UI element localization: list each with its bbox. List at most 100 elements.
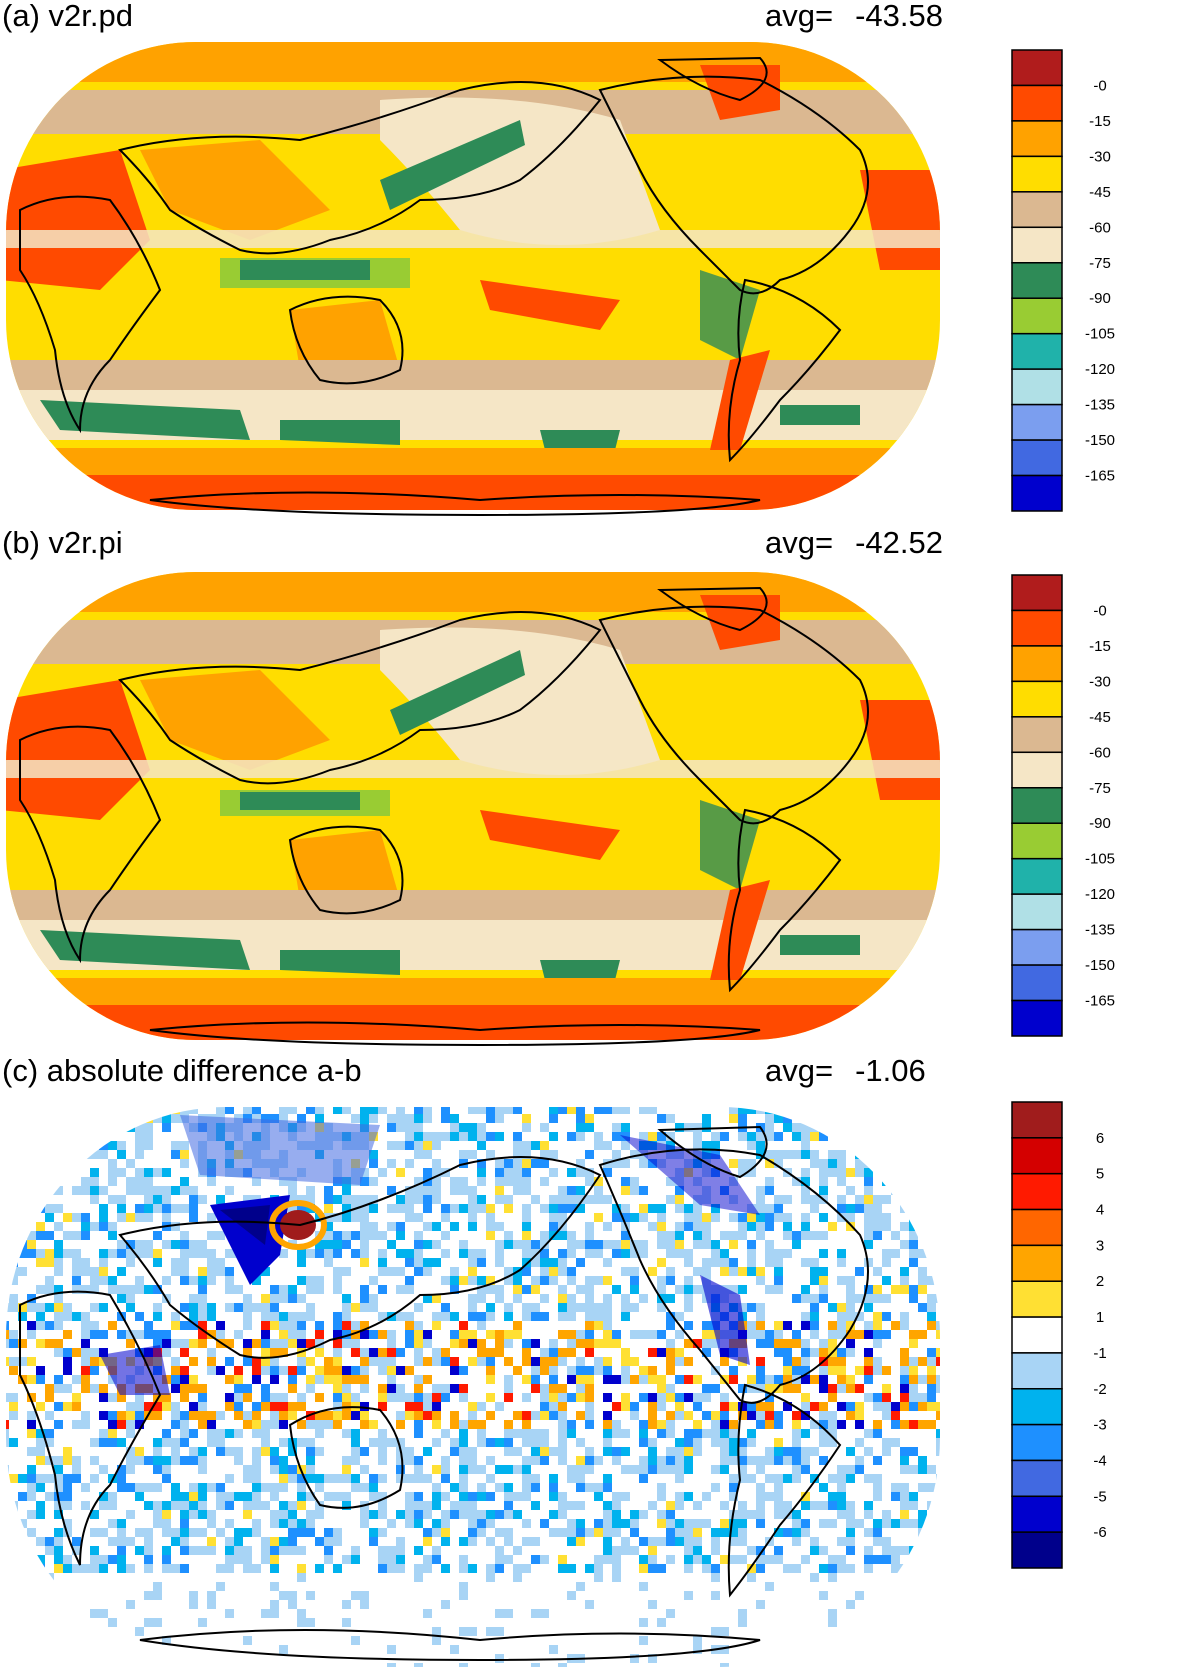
colorbar: -0 -15 -30 -45 -60 -75 -90 -105 -120 -135 -150 -165 — [1010, 573, 1130, 1038]
colorbar-swatch — [1011, 262, 1063, 299]
map-v2r-pi — [6, 572, 940, 1047]
avg-value: -42.52 — [855, 525, 943, 560]
colorbar-svg: -0 -15 -30 -45 -60 -75 -90 -105 -120 -135 -150 -165 — [1011, 574, 1115, 1037]
colorbar-label: -135 — [1085, 922, 1115, 939]
colorbar-swatch — [1011, 297, 1063, 335]
colorbar-label: -6 — [1093, 1524, 1106, 1541]
colorbar-swatch — [1011, 1531, 1063, 1569]
colorbar-label: 4 — [1096, 1202, 1104, 1219]
colorbar-label: -4 — [1093, 1452, 1106, 1469]
avg-label: avg= — [765, 1053, 834, 1088]
colorbar-label: -0 — [1093, 602, 1106, 619]
colorbar-label: -45 — [1089, 184, 1111, 201]
colorbar-label: -165 — [1085, 468, 1115, 485]
avg-value: -43.58 — [855, 0, 943, 33]
colorbar-swatch — [1011, 332, 1063, 370]
colorbar-label: -5 — [1093, 1488, 1106, 1505]
colorbar-swatch — [1011, 1208, 1063, 1247]
colorbar-label: 2 — [1096, 1273, 1104, 1290]
colorbar-label: -90 — [1089, 290, 1111, 307]
colorbar-swatch — [1011, 964, 1063, 1002]
colorbar-label: -120 — [1085, 886, 1115, 903]
colorbar-label: 5 — [1096, 1166, 1104, 1183]
colorbar-label: -105 — [1085, 326, 1115, 343]
colorbar-swatch — [1011, 609, 1063, 647]
colorbar-swatch — [1011, 1244, 1063, 1282]
colorbar-label: -30 — [1089, 673, 1111, 690]
colorbar-swatch — [1011, 1459, 1063, 1498]
colorbar-swatch — [1011, 439, 1063, 477]
colorbar-swatch — [1011, 751, 1063, 789]
avg-value: -1.06 — [855, 1053, 926, 1088]
colorbar-swatch — [1011, 1352, 1063, 1390]
colorbar: -0 -15 -30 -45 -60 -75 -90 -105 -120 -135 -150 -165 — [1010, 48, 1130, 513]
colorbar-label: -1 — [1093, 1345, 1106, 1362]
colorbar-swatch — [1011, 1101, 1063, 1139]
colorbar-label: 1 — [1096, 1309, 1104, 1326]
colorbar-swatch — [1011, 1423, 1063, 1462]
colorbar-label: -15 — [1089, 638, 1111, 655]
avg-label: avg= — [765, 525, 834, 560]
colorbar-swatch — [1011, 645, 1063, 683]
colorbar-swatch — [1011, 1495, 1063, 1533]
colorbar-label: -135 — [1085, 397, 1115, 414]
panel-average: avg= -42.52 — [765, 525, 943, 561]
colorbar-label: -0 — [1093, 77, 1106, 94]
colorbar-label: -150 — [1085, 957, 1115, 974]
colorbar-swatch — [1011, 822, 1063, 860]
colorbar-swatch — [1011, 928, 1063, 966]
colorbar-swatch — [1011, 191, 1063, 229]
colorbar-label: -2 — [1093, 1381, 1106, 1398]
panel-c: (c) absolute difference a-b avg= -1.06 — [0, 1053, 1191, 1677]
panel-b: (b) v2r.pi avg= -42.52 — [0, 525, 1191, 1050]
colorbar-swatch — [1011, 155, 1063, 193]
colorbar-swatch — [1011, 999, 1063, 1037]
colorbar-label: -120 — [1085, 361, 1115, 378]
colorbar-swatch — [1011, 403, 1063, 441]
colorbar-swatch — [1011, 787, 1063, 824]
colorbar-label: -90 — [1089, 815, 1111, 832]
colorbar-swatch — [1011, 893, 1063, 931]
colorbar-swatch — [1011, 1280, 1063, 1318]
colorbar-label: 3 — [1096, 1237, 1104, 1254]
coastlines — [19, 56, 869, 517]
colorbar-label: -150 — [1085, 432, 1115, 449]
colorbar-svg: -0 -15 -30 -45 -60 -75 -90 -105 -120 -135 -150 -165 — [1011, 49, 1115, 512]
colorbar-swatch — [1011, 226, 1063, 264]
colorbar-label: -60 — [1089, 744, 1111, 761]
colorbar-swatch — [1011, 474, 1063, 512]
colorbar-label: -3 — [1093, 1417, 1106, 1434]
colorbar-swatch — [1011, 1316, 1063, 1354]
colorbar-swatch — [1011, 368, 1063, 406]
panel-title: (a) v2r.pd — [2, 0, 133, 33]
colorbar-label: -75 — [1089, 780, 1111, 797]
colorbar-label: -165 — [1085, 993, 1115, 1010]
colorbar-swatch — [1011, 680, 1063, 718]
coastlines — [19, 586, 869, 1047]
colorbar-swatch — [1011, 574, 1063, 612]
colorbar-swatch — [1011, 49, 1063, 87]
map-absolute-difference — [6, 1107, 940, 1667]
avg-label: avg= — [765, 0, 834, 33]
panel-title: (b) v2r.pi — [2, 525, 123, 560]
colorbar-svg: 6 5 4 3 2 1 -1 -2 -3 -4 -5 -6 — [1011, 1101, 1107, 1569]
colorbar-swatch — [1011, 120, 1063, 158]
colorbar-swatch — [1011, 1388, 1063, 1426]
panel-average: avg= -1.06 — [765, 1053, 926, 1089]
panel-average: avg= -43.58 — [765, 0, 943, 34]
colorbar-label: -60 — [1089, 219, 1111, 236]
colorbar-swatch — [1011, 1172, 1063, 1211]
colorbar-swatch — [1011, 857, 1063, 895]
panel-a: (a) v2r.pd avg= -43.58 — [0, 0, 1191, 520]
colorbar-label: -75 — [1089, 255, 1111, 272]
colorbar-swatch — [1011, 84, 1063, 122]
colorbar: 6 5 4 3 2 1 -1 -2 -3 -4 -5 -6 — [1010, 1100, 1130, 1570]
colorbar-label: -45 — [1089, 709, 1111, 726]
panel-title: (c) absolute difference a-b — [2, 1053, 362, 1088]
colorbar-label: -15 — [1089, 113, 1111, 130]
colorbar-label: -30 — [1089, 148, 1111, 165]
coastlines — [19, 1125, 869, 1662]
colorbar-label: 6 — [1096, 1130, 1104, 1147]
colorbar-swatch — [1011, 716, 1063, 754]
map-v2r-pd — [6, 42, 940, 517]
